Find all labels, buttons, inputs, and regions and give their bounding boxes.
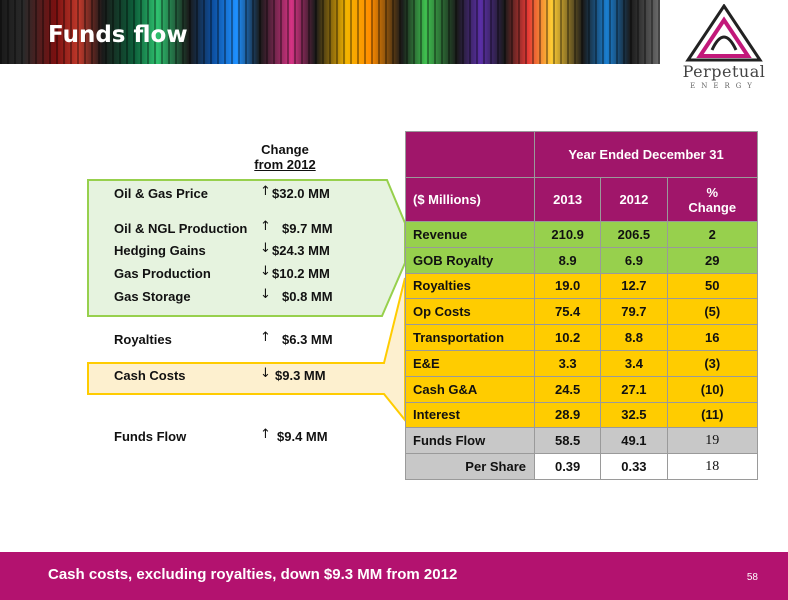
cell-2013: 24.5	[533, 375, 602, 403]
row-label: Revenue	[405, 221, 535, 248]
table-row: Interest 28.9 32.5 (11)	[405, 401, 759, 429]
col-header-millions: ($ Millions)	[405, 177, 535, 222]
cell-2012: 27.1	[600, 375, 668, 403]
cell-pct: (10)	[666, 375, 759, 403]
item-gas-storage-value: $0.8 MM	[282, 289, 333, 304]
table-row: E&E 3.3 3.4 (3)	[405, 349, 759, 377]
item-funds-flow-label: Funds Flow	[114, 429, 187, 444]
cell-2013: 58.5	[533, 427, 602, 455]
logo-subtitle: ENERGY	[690, 82, 758, 90]
cell-2013: 28.9	[533, 401, 602, 429]
table-row: Op Costs 75.4 79.7 (5)	[405, 298, 759, 326]
table-row: GOB Royalty 8.9 6.9 29	[405, 246, 759, 274]
down-arrow-icon: ↓	[260, 264, 271, 279]
cell-pct: 18	[666, 453, 759, 480]
row-label: GOB Royalty	[405, 246, 535, 274]
item-oil-ngl-production-label: Oil & NGL Production	[114, 221, 248, 236]
footer-message: Cash costs, excluding royalties, down $9…	[48, 566, 458, 583]
table-row: Transportation 10.2 8.8 16	[405, 324, 759, 351]
cell-pct: 50	[666, 272, 759, 300]
company-logo: Perpetual ENERGY	[660, 0, 788, 98]
item-royalties-value: $6.3 MM	[282, 332, 333, 347]
table-row: Per Share 0.39 0.33 18	[405, 453, 759, 480]
down-arrow-icon: ↓	[260, 287, 271, 302]
row-label: Transportation	[405, 324, 535, 351]
col-header-2013: 2013	[533, 177, 602, 222]
table-column-header-row: ($ Millions) 2013 2012 % Change	[405, 177, 759, 222]
cell-2012: 206.5	[600, 221, 668, 248]
page-number: 58	[746, 572, 758, 583]
cell-2013: 19.0	[533, 272, 602, 300]
item-oil-ngl-production-value: $9.7 MM	[282, 221, 333, 236]
cell-2012: 8.8	[600, 324, 668, 351]
change-header-line2: from 2012	[254, 157, 316, 172]
cell-2012: 32.5	[600, 401, 668, 429]
cell-2012: 0.33	[600, 453, 668, 480]
up-arrow-icon: ↑	[260, 330, 271, 345]
change-header-line1: Change	[261, 142, 309, 157]
col-header-pct-change: % Change	[666, 177, 759, 222]
col-header-2012: 2012	[600, 177, 668, 222]
up-arrow-icon: ↑	[260, 427, 271, 442]
footer-band: Cash costs, excluding royalties, down $9…	[0, 552, 788, 600]
row-label: Per Share	[405, 453, 535, 480]
cell-2012: 49.1	[600, 427, 668, 455]
item-hedging-gains-label: Hedging Gains	[114, 243, 206, 258]
cell-2013: 8.9	[533, 246, 602, 274]
down-arrow-icon: ↓	[260, 366, 271, 381]
cell-pct: (3)	[666, 349, 759, 377]
item-oil-gas-price-label: Oil & Gas Price	[114, 186, 208, 201]
cell-2012: 79.7	[600, 298, 668, 326]
item-gas-storage-label: Gas Storage	[114, 289, 191, 304]
cell-pct: (11)	[666, 401, 759, 429]
row-label: Royalties	[405, 272, 535, 300]
cell-2013: 0.39	[533, 453, 602, 480]
row-label: Cash G&A	[405, 375, 535, 403]
row-label: E&E	[405, 349, 535, 377]
table-row: Revenue 210.9 206.5 2	[405, 221, 759, 248]
cell-pct: 29	[666, 246, 759, 274]
item-cash-costs-label: Cash Costs	[114, 368, 186, 383]
logo-triangle-icon	[685, 4, 763, 62]
down-arrow-icon: ↓	[260, 241, 271, 256]
table-header-row: Year Ended December 31	[405, 131, 758, 178]
table-period-header: Year Ended December 31	[534, 131, 758, 178]
funds-flow-table: Year Ended December 31 ($ Millions) 2013…	[405, 131, 759, 480]
table-header-blank	[405, 131, 535, 178]
cell-2012: 12.7	[600, 272, 668, 300]
item-cash-costs-value: $9.3 MM	[275, 368, 326, 383]
cell-pct: 19	[666, 427, 759, 455]
item-gas-production-label: Gas Production	[114, 266, 211, 281]
cell-2012: 3.4	[600, 349, 668, 377]
cell-pct: (5)	[666, 298, 759, 326]
change-header: Change from 2012	[230, 142, 340, 172]
item-oil-gas-price-value: $32.0 MM	[272, 186, 330, 201]
cell-2013: 210.9	[533, 221, 602, 248]
cell-2013: 10.2	[533, 324, 602, 351]
col-header-pct-symbol: %	[706, 184, 719, 200]
row-label: Op Costs	[405, 298, 535, 326]
col-header-change-word: Change	[688, 199, 737, 215]
table-row: Cash G&A 24.5 27.1 (10)	[405, 375, 759, 403]
up-arrow-icon: ↑	[260, 219, 271, 234]
cell-pct: 16	[666, 324, 759, 351]
item-hedging-gains-value: $24.3 MM	[272, 243, 330, 258]
cell-2012: 6.9	[600, 246, 668, 274]
cell-2013: 3.3	[533, 349, 602, 377]
header-band	[0, 0, 788, 64]
slide-title: Funds flow	[48, 22, 188, 48]
item-gas-production-value: $10.2 MM	[272, 266, 330, 281]
cell-pct: 2	[666, 221, 759, 248]
row-label: Interest	[405, 401, 535, 429]
item-royalties-label: Royalties	[114, 332, 172, 347]
logo-name: Perpetual	[682, 62, 766, 81]
table-row: Royalties 19.0 12.7 50	[405, 272, 759, 300]
cell-2013: 75.4	[533, 298, 602, 326]
item-funds-flow-value: $9.4 MM	[277, 429, 328, 444]
row-label: Funds Flow	[405, 427, 535, 455]
table-row: Funds Flow 58.5 49.1 19	[405, 427, 759, 455]
up-arrow-icon: ↑	[260, 184, 271, 199]
